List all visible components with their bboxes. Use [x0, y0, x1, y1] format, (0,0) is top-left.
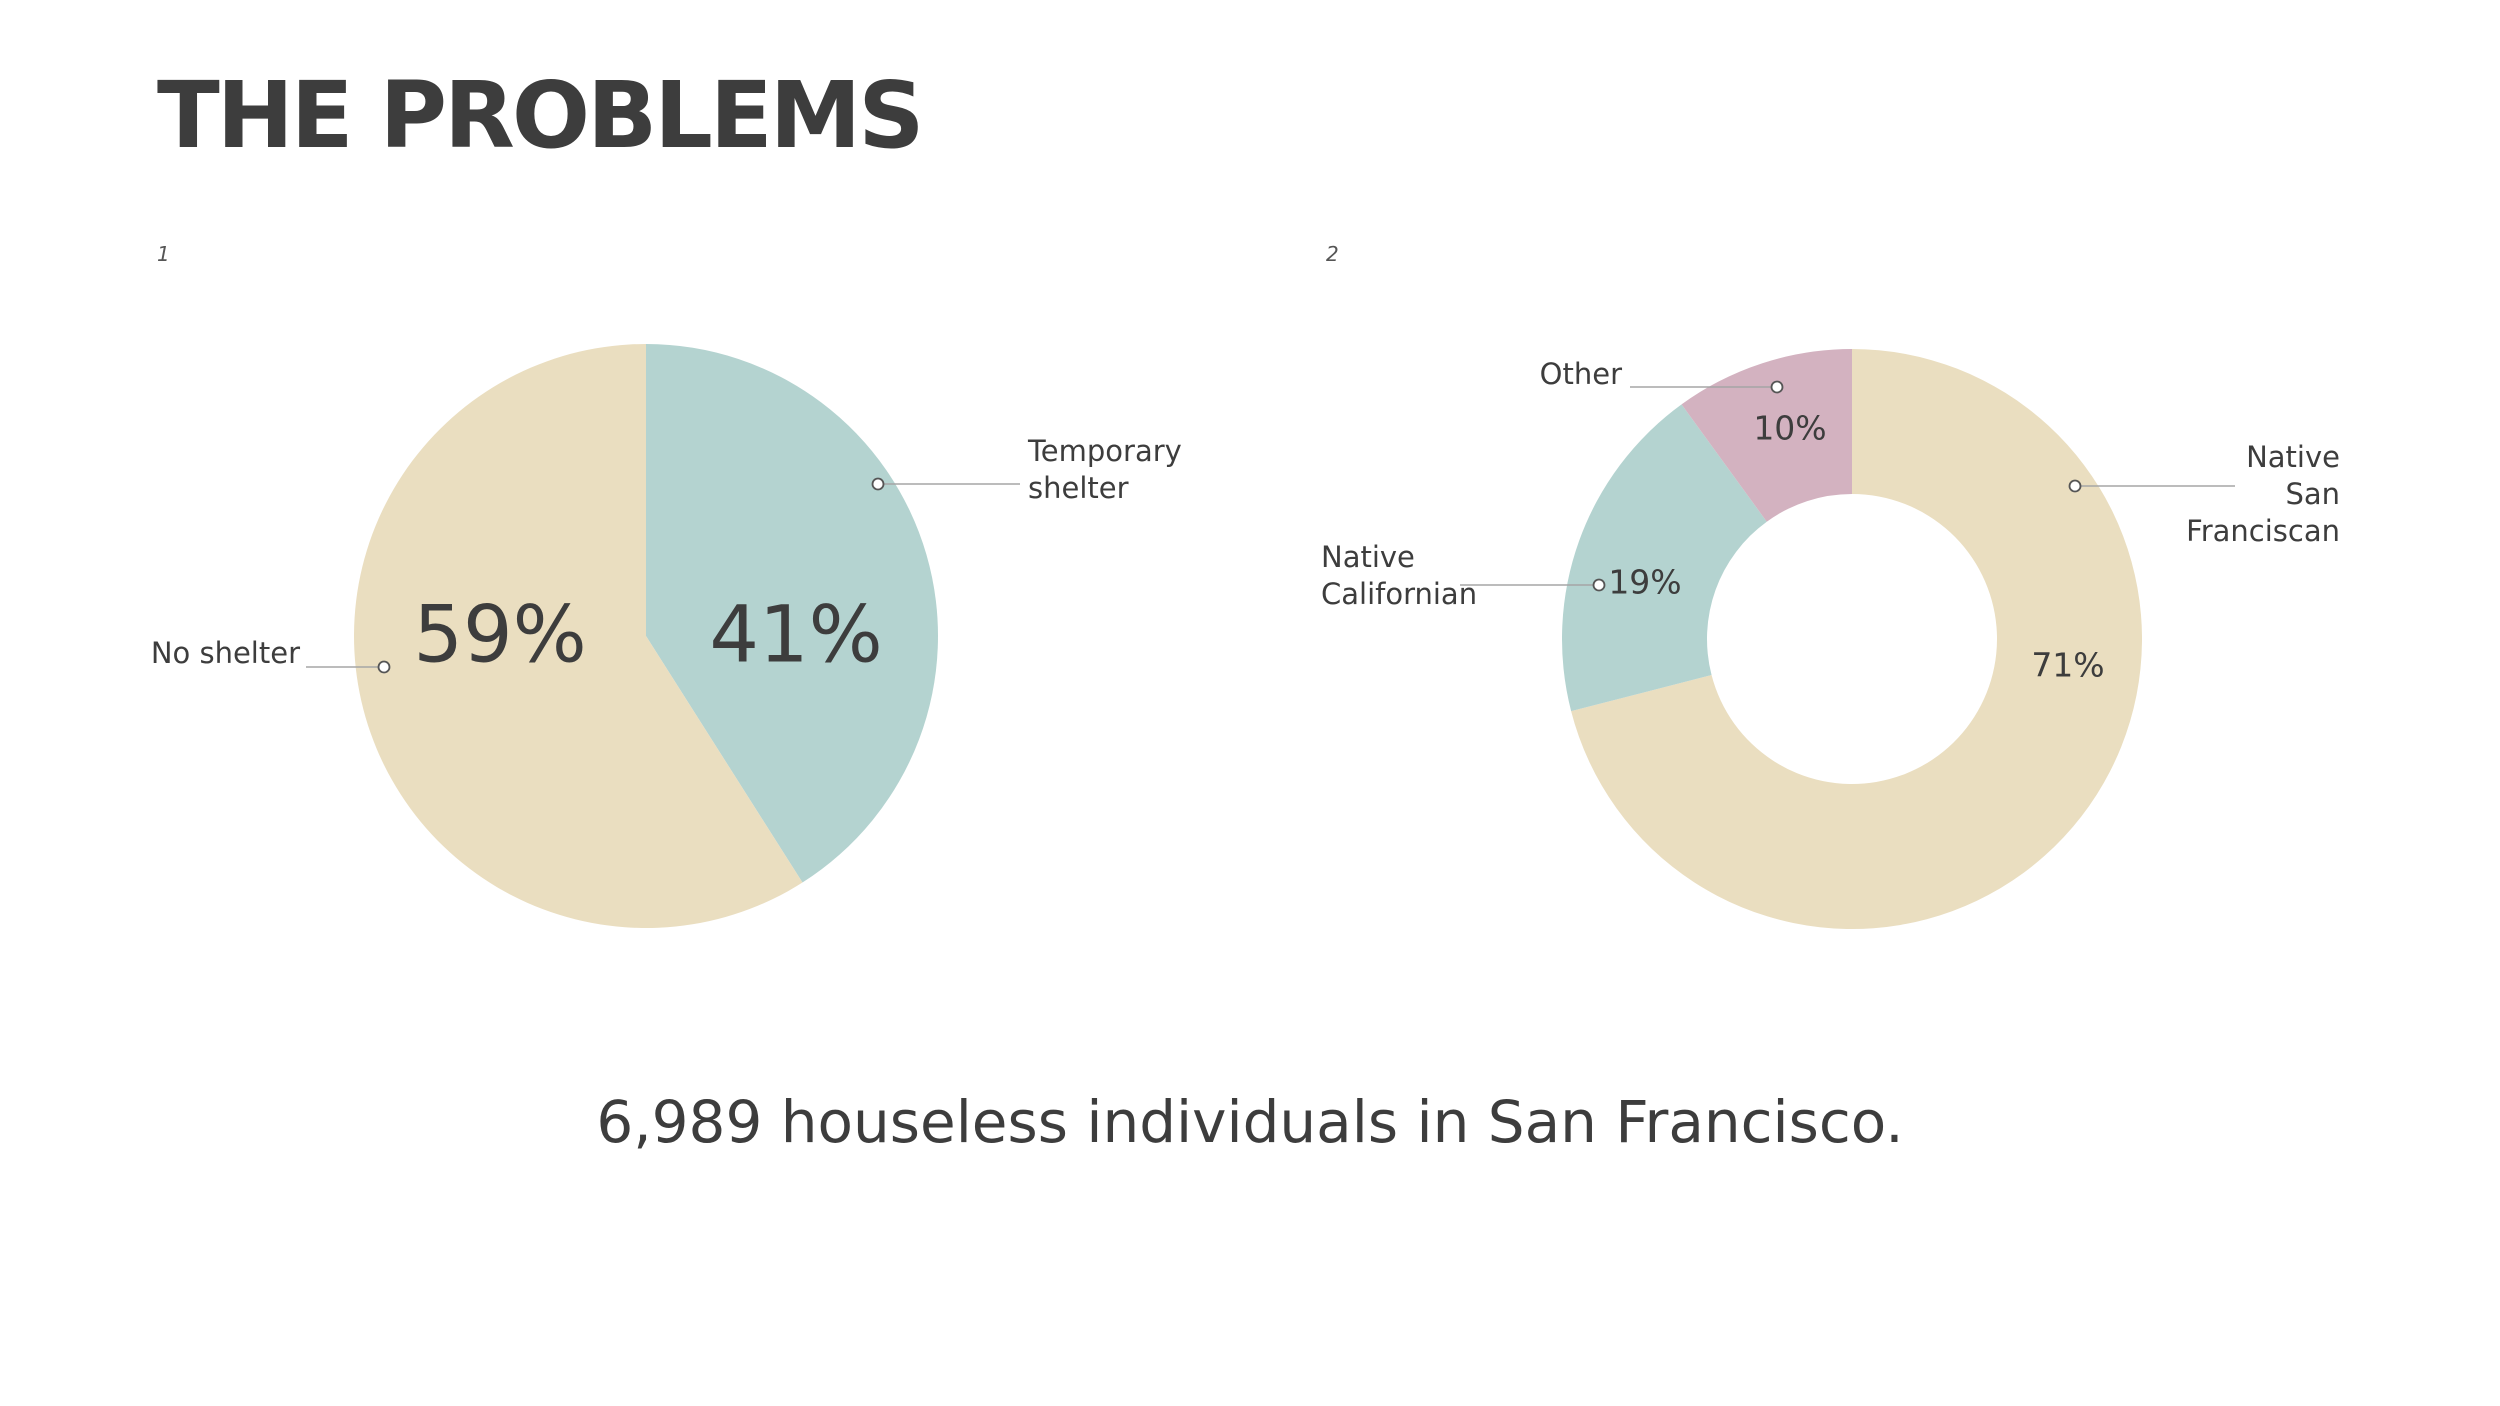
category-label-other: Other [1540, 357, 1622, 391]
value-label-native-san-franciscan: 71% [2031, 646, 2104, 685]
category-label-native-san-franciscan: Native San Franciscan [2186, 440, 2340, 548]
value-label-other: 10% [1753, 409, 1826, 448]
slice-other [1681, 349, 1852, 522]
slice-temporary-shelter [646, 344, 939, 883]
leader-marker-native-san-franciscan [2068, 479, 2082, 493]
value-label-no-shelter: 59% [413, 590, 586, 680]
leader-marker-no-shelter [377, 660, 391, 674]
chart-2: 71% Native San Franciscan 19% Native Californi… [1321, 349, 2340, 929]
slice-native-san-franciscan [1571, 349, 2142, 929]
slice-native-californian [1562, 404, 1767, 712]
category-label-native-californian: Native Californian [1321, 540, 1477, 611]
leader-marker-other [1770, 380, 1784, 394]
slice-no-shelter [354, 344, 803, 928]
leader-marker-temporary-shelter [871, 477, 885, 491]
value-label-native-californian: 19% [1608, 563, 1681, 602]
chart-1-number: 1 [157, 242, 170, 266]
category-label-no-shelter: No shelter [151, 636, 300, 670]
value-label-temporary-shelter: 41% [709, 590, 882, 680]
chart-1: 41% Temporary shelter 59% No shelter [151, 344, 1182, 928]
leader-marker-native-californian [1592, 578, 1606, 592]
chart-2-number: 2 [1326, 242, 1339, 266]
page-title: THE PROBLEMS [157, 62, 925, 169]
category-label-temporary-shelter: Temporary shelter [1027, 434, 1182, 505]
summary-caption: 6,989 houseless individuals in San Franc… [596, 1088, 1904, 1156]
